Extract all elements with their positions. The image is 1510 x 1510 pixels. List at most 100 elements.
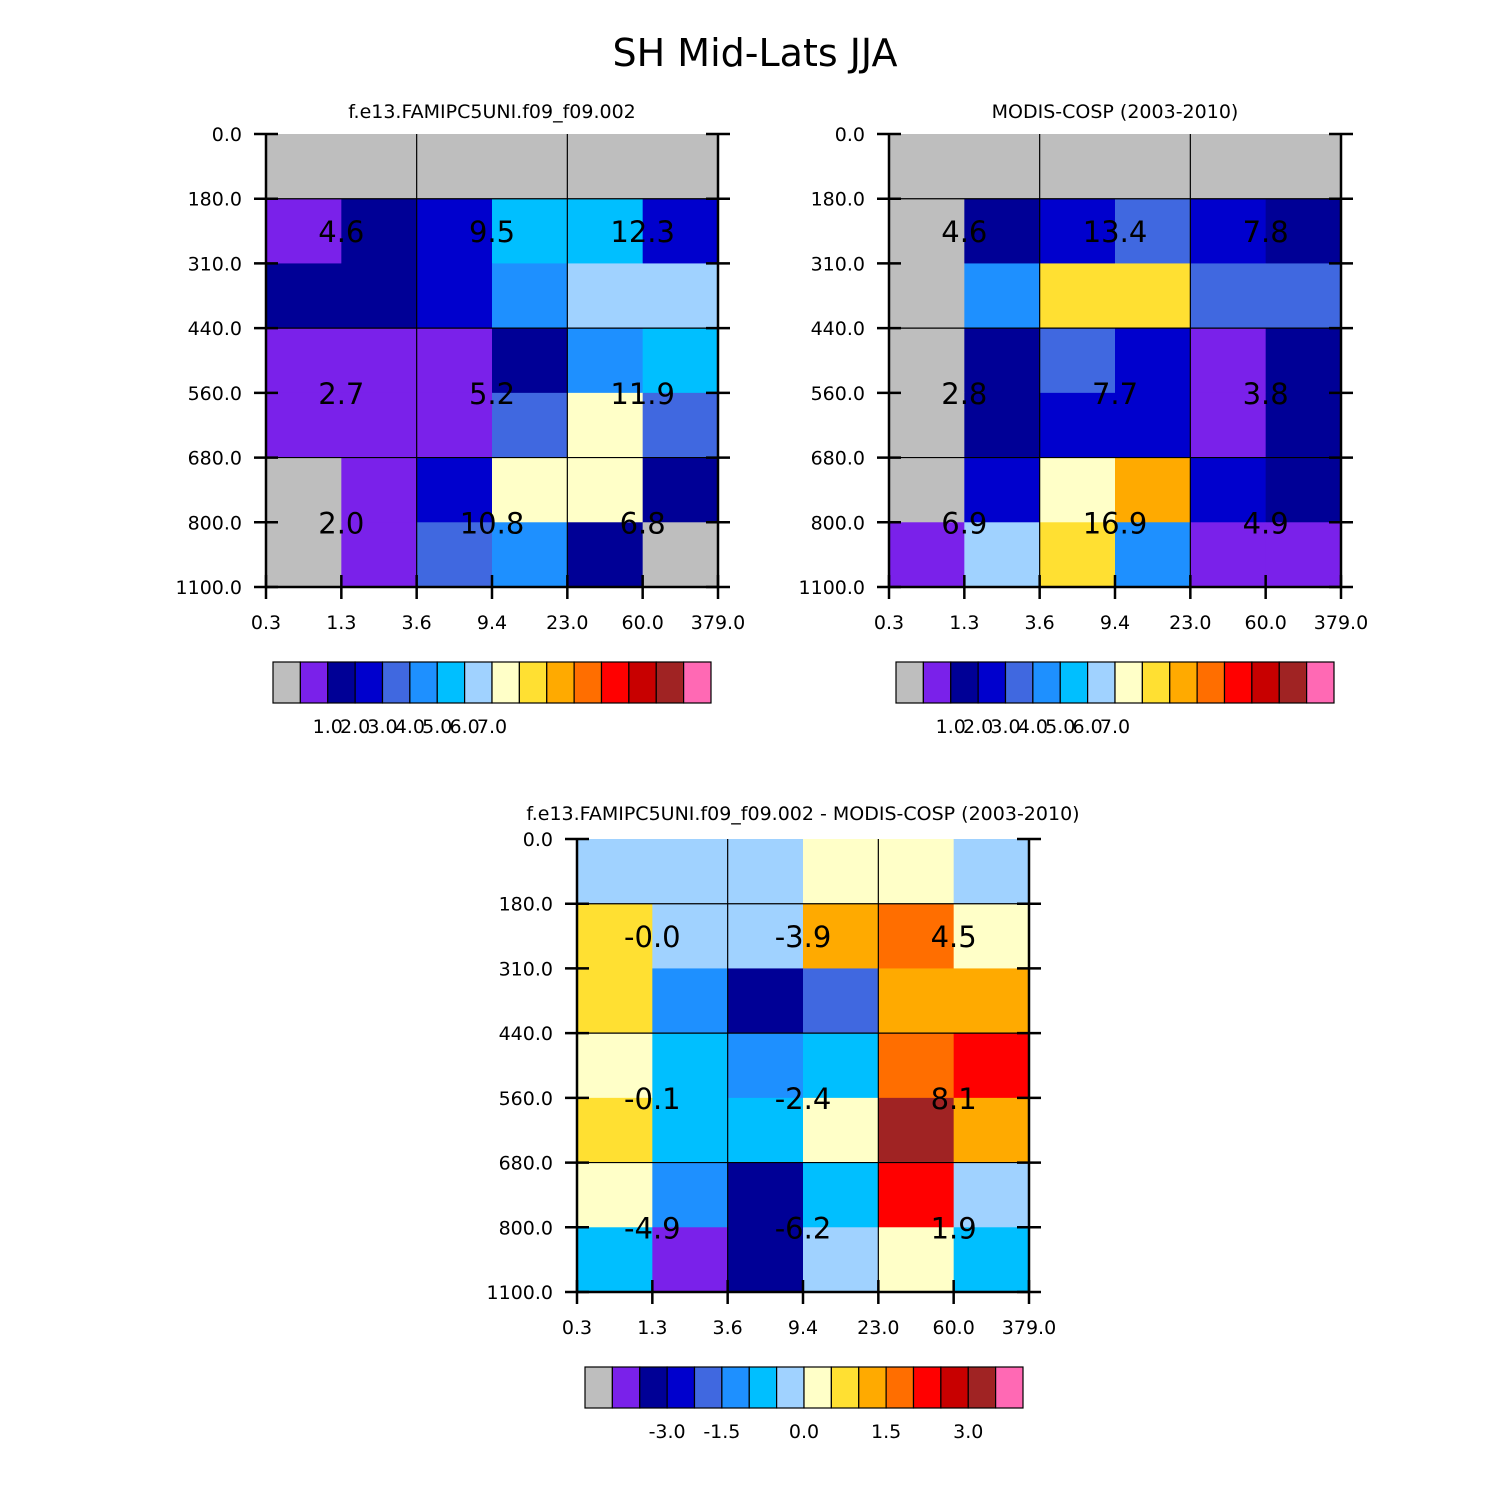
block-value-label: 2.7 <box>318 377 364 411</box>
block-value-label: 11.9 <box>610 377 675 411</box>
heatmap-cell <box>1115 134 1191 200</box>
heatmap-cell <box>341 457 418 523</box>
colorbar-swatch <box>995 1366 1024 1409</box>
heatmap-cell <box>341 328 418 394</box>
heatmap-cell <box>889 392 965 459</box>
heatmap-cell <box>878 1227 955 1293</box>
colorbar-label: -1.5 <box>703 1421 740 1443</box>
heatmap-cell <box>642 263 719 329</box>
colorbar-swatch <box>940 1366 969 1409</box>
heatmap-cell <box>803 1033 879 1099</box>
colorbar-swatch <box>600 661 630 704</box>
heatmap-cell <box>964 198 1041 264</box>
panel-obs-plot: 0.0 180.0 310.0 440.0 560.0 680.0 800.0 1100.0 0… <box>799 124 1369 738</box>
heatmap-cell <box>1190 328 1267 394</box>
colorbar-swatch <box>546 661 575 704</box>
heatmap-cell <box>953 839 1030 905</box>
heatmap-cell <box>1039 198 1116 264</box>
colorbar-label: 2.0 <box>340 716 370 738</box>
heatmap-cell <box>492 198 568 264</box>
heatmap-cell <box>642 522 719 588</box>
colorbar-swatch <box>436 661 466 704</box>
heatmap-cell <box>492 328 568 394</box>
colorbar-swatch <box>1306 661 1335 704</box>
block-value-label: 4.6 <box>318 215 364 249</box>
heatmap-cell <box>1190 522 1267 588</box>
heatmap-cell <box>341 263 418 329</box>
heatmap-cell <box>803 968 879 1034</box>
colorbar-swatch <box>666 1366 696 1409</box>
heatmap-cell <box>727 1033 804 1099</box>
x-tick-label: 379.0 <box>1002 1317 1056 1339</box>
colorbar-swatch <box>272 661 301 704</box>
block-value-label: 5.2 <box>469 377 515 411</box>
block-value-label: 3.8 <box>1243 377 1289 411</box>
heatmap-cell <box>652 1162 729 1228</box>
heatmap-cell <box>642 134 719 200</box>
colorbar-swatch <box>518 661 548 704</box>
heatmap-cell <box>1265 522 1342 588</box>
heatmap-cell <box>1190 134 1267 200</box>
y-tick-label: 180.0 <box>499 894 553 916</box>
x-tick-label: 1.3 <box>326 612 356 634</box>
heatmap-cell <box>964 522 1041 588</box>
block-value-label: 13.4 <box>1083 215 1148 249</box>
colorbar-swatch <box>573 661 603 704</box>
y-tick-label: 440.0 <box>811 318 865 340</box>
heatmap-cell <box>953 1033 1030 1099</box>
heatmap-cell <box>642 328 719 394</box>
heatmap-cell <box>803 1162 879 1228</box>
heatmap-cell <box>567 457 644 523</box>
block-value-label: 10.8 <box>460 506 525 540</box>
colorbar-swatch <box>1087 661 1116 704</box>
heatmap-cell <box>953 1227 1030 1293</box>
block-value-label: 4.6 <box>941 215 987 249</box>
heatmap-cell <box>567 134 644 200</box>
heatmap-cell <box>1265 328 1342 394</box>
panel-obs: MODIS-COSP (2003-2010) 0.0 180.0 310.0 440.… <box>799 101 1369 738</box>
y-tick-label: 1100.0 <box>799 577 865 599</box>
colorbar-swatch <box>655 661 685 704</box>
x-tick-label: 23.0 <box>857 1317 899 1339</box>
heatmap-cell <box>492 263 568 329</box>
colorbar-label: 5.0 <box>422 716 452 738</box>
y-tick-label: 1100.0 <box>487 1282 553 1304</box>
heatmap-cell <box>642 392 719 459</box>
heatmap-cell <box>567 198 644 264</box>
x-tick-label: 60.0 <box>933 1317 975 1339</box>
heatmap-cell <box>567 522 644 588</box>
heatmap-cell <box>266 263 342 329</box>
heatmap-cell <box>577 1097 653 1164</box>
colorbar-swatch <box>1196 661 1226 704</box>
heatmap-cell <box>652 1097 729 1164</box>
block-value-label: 7.8 <box>1243 215 1289 249</box>
heatmap-cell <box>803 903 879 969</box>
heatmap-cell <box>953 1162 1030 1228</box>
heatmap-cell <box>953 903 1030 969</box>
figure-title: SH Mid-Lats JJA <box>613 31 898 75</box>
heatmap-cell <box>1190 198 1267 264</box>
block-value-label: 6.8 <box>620 506 666 540</box>
colorbar-label: 1.0 <box>936 716 966 738</box>
colorbar-label: 5.0 <box>1045 716 1075 738</box>
heatmap-cell <box>492 134 568 200</box>
heatmap-cell <box>964 392 1041 459</box>
y-tick-label: 310.0 <box>188 253 242 275</box>
heatmap-cell <box>878 839 955 905</box>
colorbar-swatch <box>748 1366 778 1409</box>
panel-diff-plot: 0.0 180.0 310.0 440.0 560.0 680.0 800.0 1100.0 0… <box>487 829 1057 1443</box>
heatmap-cell <box>878 903 955 969</box>
heatmap-cell <box>416 457 493 523</box>
heatmap-cell <box>1115 328 1191 394</box>
heatmap-cell <box>1115 457 1191 523</box>
heatmap-cell <box>803 839 879 905</box>
y-tick-label: 560.0 <box>499 1088 553 1110</box>
heatmap-cell <box>803 1097 879 1164</box>
heatmap-cell <box>727 903 804 969</box>
x-tick-label: 0.3 <box>562 1317 592 1339</box>
colorbar-swatch <box>967 1366 997 1409</box>
heatmap-cell <box>492 457 568 523</box>
x-tick-label: 379.0 <box>1314 612 1368 634</box>
heatmap-cell <box>266 457 342 523</box>
